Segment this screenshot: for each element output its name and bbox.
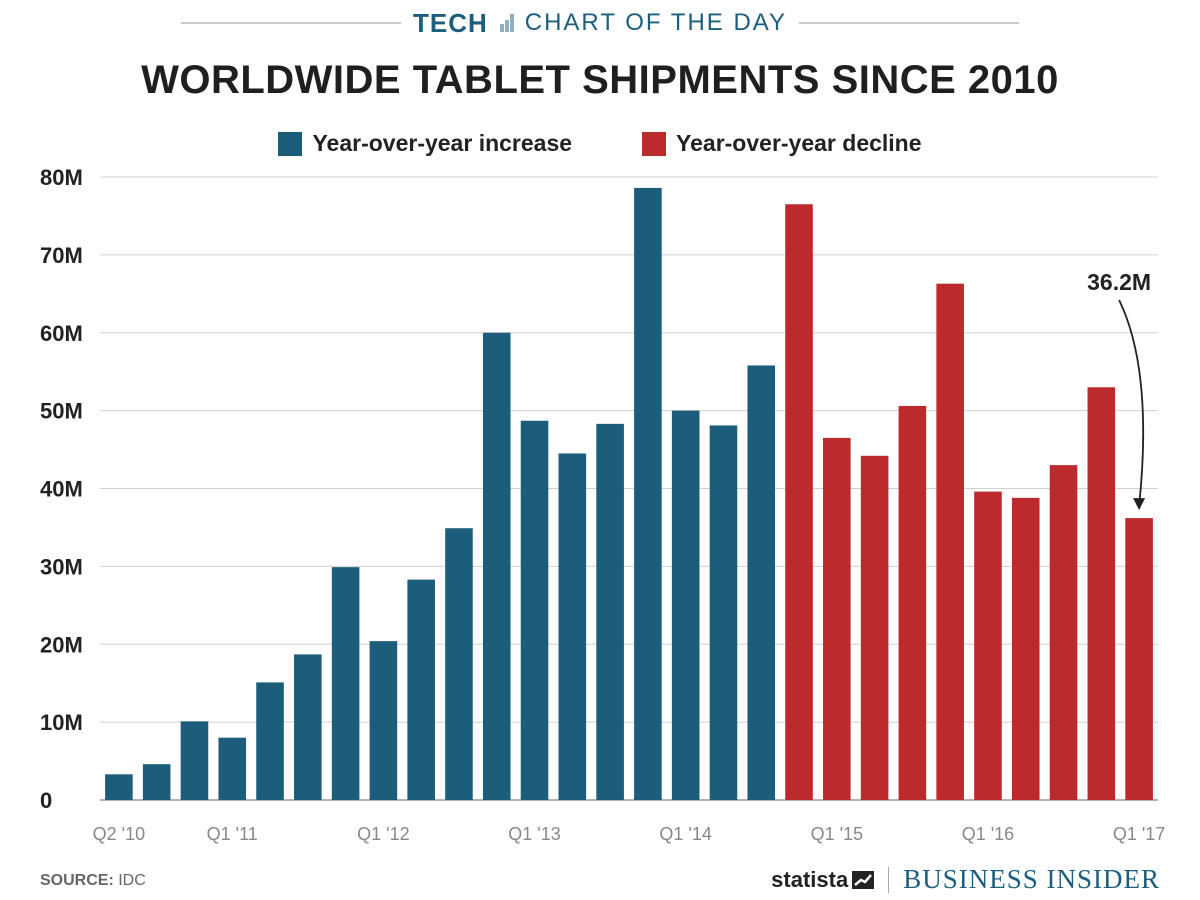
bar [445, 528, 473, 800]
bar [482, 332, 511, 800]
chart-of-the-day-label: CHART OF THE DAY [524, 9, 788, 36]
bar [1011, 497, 1040, 800]
legend-label-increase: Year-over-year increase [312, 130, 573, 156]
y-tick-label: 20M [40, 632, 83, 657]
statista-icon [852, 870, 875, 889]
bar [596, 423, 624, 800]
bar [709, 425, 738, 800]
bar [180, 721, 209, 800]
bar [331, 567, 360, 800]
source-label: SOURCE: [40, 872, 114, 889]
bar [369, 641, 398, 800]
brand-separator [888, 866, 890, 893]
x-tick-label: Q2 '10 [93, 824, 145, 844]
chart-of-the-day-header: TECH CHART OF THE DAY [0, 6, 1200, 40]
tech-label: TECH [412, 7, 488, 38]
y-tick-label: 70M [40, 243, 83, 268]
statista-wordmark: statista [771, 866, 849, 892]
y-tick-label: 0 [40, 788, 52, 813]
bar [558, 453, 587, 800]
bar [898, 405, 927, 800]
legend-item-decline: Year-over-year decline [642, 130, 922, 157]
bar [105, 774, 133, 800]
bar [823, 437, 851, 800]
brand-footer: statista BUSINESS INSIDER [771, 864, 1160, 895]
bar [634, 187, 662, 801]
chart-legend: Year-over-year increase Year-over-year d… [0, 130, 1200, 157]
bar [1087, 387, 1116, 800]
bar [520, 420, 549, 800]
legend-item-increase: Year-over-year increase [278, 130, 572, 157]
x-tick-label: Q1 '14 [659, 824, 711, 844]
source-note: SOURCE: IDC [40, 872, 146, 890]
bar [860, 455, 889, 800]
bar [747, 365, 776, 800]
bar [671, 410, 700, 800]
bar [142, 764, 171, 800]
business-insider-logo: BUSINESS INSIDER [903, 864, 1160, 894]
header-rule-left [180, 22, 401, 24]
x-tick-label: Q1 '13 [508, 824, 560, 844]
y-tick-label: 10M [40, 710, 83, 735]
legend-swatch-increase [278, 131, 303, 156]
bar [1125, 518, 1153, 800]
bar [1049, 465, 1078, 800]
legend-swatch-decline [642, 131, 667, 156]
bar [256, 682, 284, 800]
legend-label-decline: Year-over-year decline [676, 130, 922, 156]
bar [974, 491, 1002, 800]
y-tick-label: 60M [40, 321, 83, 346]
y-tick-label: 40M [40, 477, 83, 502]
x-tick-label: Q1 '11 [207, 824, 258, 844]
y-tick-label: 50M [40, 399, 83, 424]
bar [294, 654, 322, 800]
bar [218, 737, 247, 800]
bar [407, 579, 435, 800]
source-value: IDC [118, 872, 146, 889]
chart-title: WORLDWIDE TABLET SHIPMENTS SINCE 2010 [141, 58, 1059, 102]
annotation-arrowhead [1133, 498, 1146, 511]
annotation-label: 36.2M [1087, 269, 1151, 295]
y-tick-label: 80M [40, 165, 83, 190]
header-rule-right [799, 22, 1020, 24]
x-tick-label: Q1 '17 [1113, 824, 1165, 844]
statista-logo: statista [771, 866, 875, 893]
y-tick-label: 30M [40, 554, 83, 579]
x-tick-label: Q1 '15 [811, 824, 863, 844]
bar-chart-icon [499, 14, 515, 32]
bar [785, 204, 813, 801]
bar [936, 283, 964, 801]
x-tick-label: Q1 '12 [357, 824, 409, 844]
annotation-arrow [1118, 299, 1145, 507]
x-tick-label: Q1 '16 [962, 824, 1014, 844]
